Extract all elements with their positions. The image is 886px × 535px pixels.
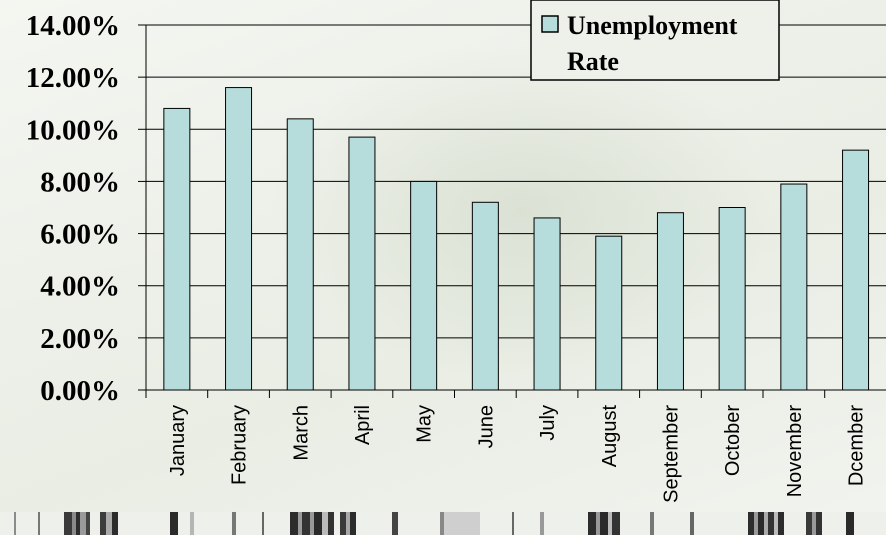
bar-dcember (842, 149, 870, 391)
bar-september (656, 212, 684, 391)
bar-november (780, 183, 808, 391)
bar-february (225, 87, 253, 391)
bar-april (348, 136, 376, 391)
legend-label-line-1: Unemployment (567, 11, 738, 40)
x-tick-label: June (475, 405, 497, 448)
bar-may (410, 180, 438, 391)
x-tick-label: October (722, 405, 744, 476)
y-axis: 0.00% 2.00% 4.00% 6.00% 8.00% 10.00% 12.00% 14.… (26, 10, 147, 407)
x-axis: January February March April May June July Augu… (145, 389, 886, 503)
bar-march (286, 118, 314, 391)
x-tick-label: May (414, 405, 436, 443)
legend-swatch (541, 15, 559, 33)
bar-june (471, 201, 499, 391)
y-tick-label: 0.00% (40, 375, 120, 407)
y-tick-label: 2.00% (40, 323, 120, 355)
y-tick-label: 10.00% (26, 114, 120, 146)
bars (163, 87, 870, 391)
x-tick-label: July (537, 405, 559, 441)
bar-january (163, 107, 191, 391)
x-tick-label: March (290, 405, 312, 461)
x-tick-label: January (167, 405, 189, 476)
x-tick-label: November (784, 405, 806, 498)
x-tick-label: Dcember (846, 405, 868, 486)
legend-label-line-2: Rate (567, 47, 619, 76)
x-tick-label: February (229, 405, 251, 485)
decorative-barcode-strip (0, 512, 886, 535)
bar-july (533, 217, 561, 391)
legend-box (530, 0, 780, 81)
y-tick-label: 14.00% (26, 10, 120, 42)
y-tick-label: 8.00% (40, 166, 120, 198)
bar-august (595, 235, 623, 391)
x-tick-label: September (660, 405, 682, 503)
y-tick-label: 12.00% (26, 62, 120, 94)
x-tick-label: August (599, 405, 621, 468)
x-tick-label: April (352, 405, 374, 445)
legend: Unemployment Rate (530, 0, 780, 81)
y-tick-label: 6.00% (40, 219, 120, 251)
bar-october (718, 207, 746, 391)
y-tick-label: 4.00% (40, 271, 120, 303)
